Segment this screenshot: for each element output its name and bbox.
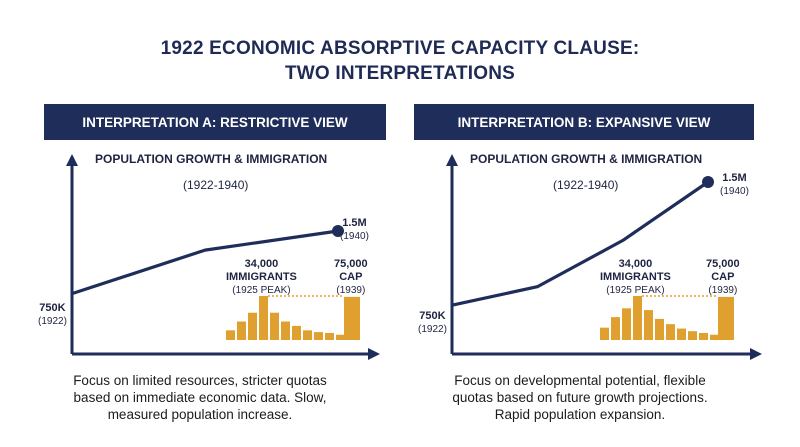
chart-a-end-label: 1.5M (1940) xyxy=(340,217,369,243)
chart-b-x-axis-arrow xyxy=(750,348,762,360)
description-b-line-2: quotas based on future growth projection… xyxy=(452,390,708,405)
chart-b-end-year: (1940) xyxy=(720,186,749,197)
chart-b-start-year: (1922) xyxy=(418,324,447,335)
chart-b-end-label: 1.5M (1940) xyxy=(720,172,749,198)
description-a-line-3: measured population increase. xyxy=(107,407,293,422)
chart-a-title: POPULATION GROWTH & IMMIGRATION xyxy=(95,152,328,166)
chart-b-bar-2 xyxy=(611,317,620,340)
chart-a-bar-1 xyxy=(226,330,235,340)
title-line-1: 1922 ECONOMIC ABSORPTIVE CAPACITY CLAUSE… xyxy=(160,38,640,59)
chart-b-bar-8 xyxy=(677,328,686,340)
chart-b-peak-year: (1925 PEAK) xyxy=(606,285,665,296)
chart-b-bar-10 xyxy=(699,332,708,340)
chart-b-svg xyxy=(446,154,762,360)
chart-b-y-axis-arrow xyxy=(446,154,458,166)
chart-b-bar-3 xyxy=(622,308,631,340)
chart-b-start-label: 750K (1922) xyxy=(418,310,447,336)
chart-b-cap-unit: CAP xyxy=(711,271,735,283)
chart-a-start-year: (1922) xyxy=(38,316,67,327)
chart-a-peak-year: (1925 PEAK) xyxy=(232,285,291,296)
description-b-line-1: Focus on developmental potential, flexib… xyxy=(454,373,706,388)
chart-a-bar-6 xyxy=(281,321,290,340)
chart-a-start-value: 750K xyxy=(39,302,66,314)
chart-a-bar-10 xyxy=(325,332,334,340)
interpretation-a-banner: INTERPRETATION A: RESTRICTIVE VIEW xyxy=(44,104,386,140)
page-title: 1922 ECONOMIC ABSORPTIVE CAPACITY CLAUSE… xyxy=(0,36,800,86)
chart-a-cap-unit: CAP xyxy=(339,271,363,283)
chart-a-cap-value: 75,000 xyxy=(334,258,368,270)
chart-a-bar-5 xyxy=(270,312,279,340)
chart-a-cap-bar xyxy=(344,296,360,340)
chart-b-bar-6 xyxy=(655,318,664,340)
chart-a-end-year: (1940) xyxy=(340,231,369,242)
description-b: Focus on developmental potential, flexib… xyxy=(400,372,760,423)
chart-a-bar-2 xyxy=(237,321,246,340)
chart-a-population-line xyxy=(71,229,339,296)
chart-a-x-axis-arrow xyxy=(368,348,380,360)
chart-b-population-line xyxy=(451,180,709,307)
chart-a-bar-3 xyxy=(248,312,257,340)
chart-a-peak-value: 34,000 xyxy=(244,258,279,270)
chart-b-cap-label: 75,000 CAP (1939) xyxy=(706,258,740,297)
chart-b-end-point xyxy=(702,176,714,188)
chart-b-start-value: 750K xyxy=(419,310,446,322)
chart-b-bar-7 xyxy=(666,324,675,340)
chart-panel-a: POPULATION GROWTH & IMMIGRATION (1922-19… xyxy=(10,150,390,370)
chart-a-subtitle: (1922-1940) xyxy=(183,178,249,192)
description-a-line-1: Focus on limited resources, stricter quo… xyxy=(73,373,327,388)
chart-a-peak-unit: IMMIGRANTS xyxy=(226,271,297,283)
chart-b-peak-unit: IMMIGRANTS xyxy=(600,271,671,283)
chart-b-bar-4 xyxy=(633,296,642,340)
chart-b-title: POPULATION GROWTH & IMMIGRATION xyxy=(470,152,703,166)
chart-a-end-point xyxy=(332,225,344,237)
chart-a-bar-9 xyxy=(314,332,323,340)
chart-a-peak-label: 34,000 IMMIGRANTS (1925 PEAK) xyxy=(226,258,297,297)
description-a: Focus on limited resources, stricter quo… xyxy=(20,372,380,423)
chart-b-subtitle: (1922-1940) xyxy=(553,178,619,192)
chart-a-start-label: 750K (1922) xyxy=(38,302,67,328)
chart-b-peak-value: 34,000 xyxy=(618,258,653,270)
chart-b-cap-year: (1939) xyxy=(708,285,738,296)
chart-a-bar-7 xyxy=(292,325,301,340)
chart-b-bar-1 xyxy=(600,327,609,340)
chart-a-cap-label: 75,000 CAP (1939) xyxy=(334,258,368,297)
description-a-line-2: based on immediate economic data. Slow, xyxy=(73,390,327,405)
title-line-2: TWO INTERPRETATIONS xyxy=(284,63,516,84)
chart-a-y-axis-arrow xyxy=(66,154,78,166)
description-b-line-3: Rapid population expansion. xyxy=(494,407,666,422)
chart-b-cap-bar xyxy=(718,296,734,340)
chart-a-end-value: 1.5M xyxy=(342,217,367,229)
chart-a-bar-4 xyxy=(259,296,268,340)
chart-b-bar-9 xyxy=(688,331,697,340)
chart-a-svg xyxy=(66,154,380,360)
chart-b-end-value: 1.5M xyxy=(722,172,747,184)
chart-b-bar-5 xyxy=(644,310,653,340)
chart-panel-b: POPULATION GROWTH & IMMIGRATION (1922-19… xyxy=(390,150,770,370)
chart-a-bar-11 xyxy=(336,334,345,340)
interpretation-b-banner: INTERPRETATION B: EXPANSIVE VIEW xyxy=(414,104,754,140)
chart-a-bar-8 xyxy=(303,330,312,340)
chart-b-peak-label: 34,000 IMMIGRANTS (1925 PEAK) xyxy=(600,258,671,297)
chart-b-bar-11 xyxy=(710,334,719,340)
chart-b-cap-value: 75,000 xyxy=(706,258,740,270)
chart-a-cap-year: (1939) xyxy=(336,285,366,296)
